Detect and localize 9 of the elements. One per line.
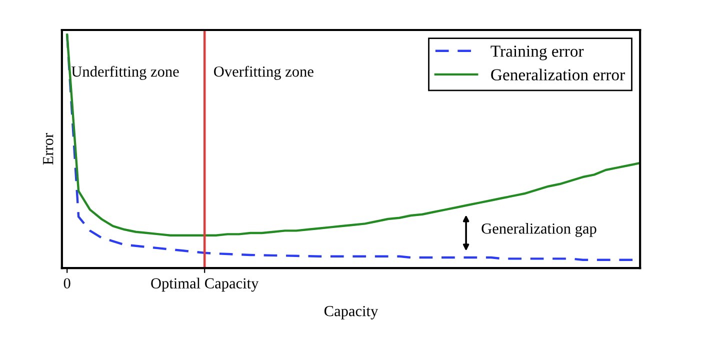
annotation: Underfitting zone [71, 66, 179, 80]
x-axis-title: Capacity [324, 306, 378, 320]
x-tick-label: Optimal Capacity [151, 278, 259, 292]
annotation: Overfitting zone [214, 66, 314, 80]
y-axis-title: Error [43, 133, 54, 165]
legend-label: Training error [490, 46, 584, 60]
annotation: Generalization gap [482, 222, 596, 237]
legend-label: Generalization error [491, 68, 625, 80]
x-tick-label: 0 [64, 278, 70, 288]
